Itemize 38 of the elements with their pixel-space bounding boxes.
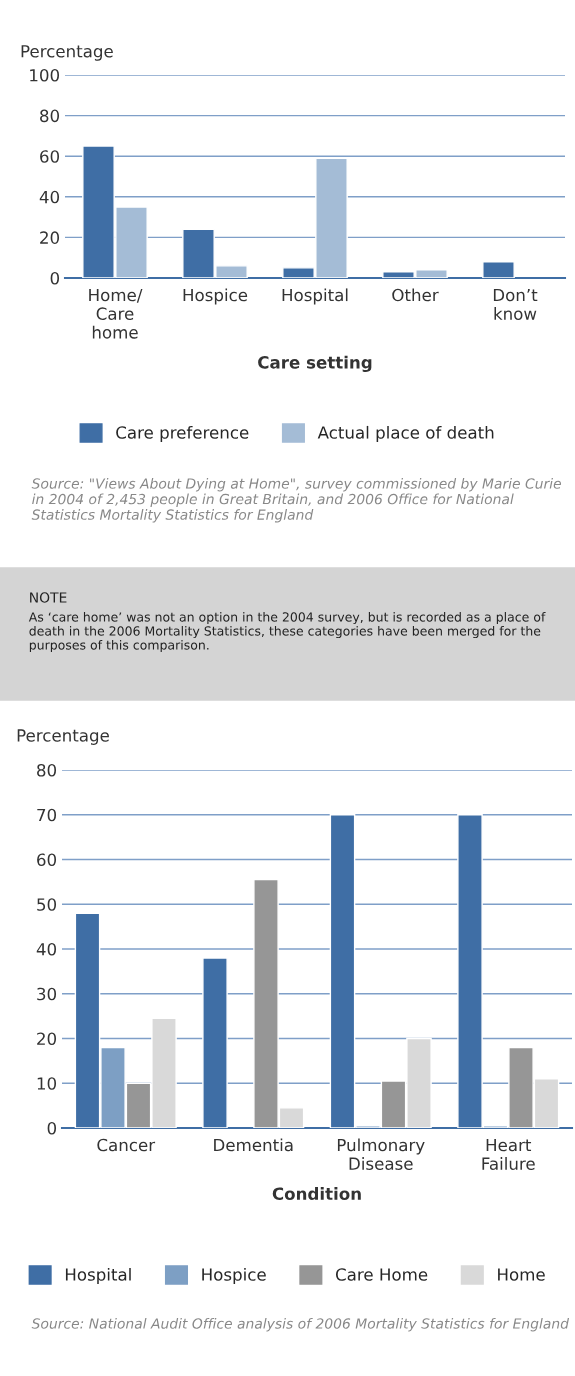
x-axis-title: Condition <box>272 1187 361 1200</box>
y-axis-title: Percentage <box>17 729 109 745</box>
y-tick-label: 60 <box>40 150 60 163</box>
y-tick-label: 10 <box>37 1077 57 1090</box>
y-tick-label: 0 <box>47 1121 57 1135</box>
y-tick-label: 70 <box>37 808 57 822</box>
text: As ‘care home’ was not an option in the 2004 survey, but is recorded as a place of death in the 2006 Mortality Statistics, these categories have been merged for the purposes of this comparison. <box>28 612 546 653</box>
y-tick-label: 30 <box>37 987 57 1001</box>
x-tick-label: Pulmonary Disease <box>337 1138 425 1170</box>
x-tick-label: Dementia <box>214 1138 293 1152</box>
x-tick-label: Hospice <box>183 288 248 305</box>
legend-label: Actual place of death <box>317 425 494 443</box>
legend-label: Hospital <box>65 1267 131 1285</box>
source-note: Source: "Views About Dying at Home", survey commissioned by Marie Curie in 2004 of 2,453 people in Great Britain, and 2006 Office for National Statistics Mortality Statistics for England <box>31 478 561 523</box>
x-tick-label: Heart Failure <box>482 1138 535 1170</box>
x-tick-label: Cancer <box>97 1138 156 1152</box>
legend-label: Care Home <box>335 1268 428 1281</box>
y-tick-label: 20 <box>37 1032 57 1046</box>
text: NOTE <box>30 592 67 603</box>
y-tick-label: 20 <box>40 231 60 244</box>
y-tick-label: 40 <box>36 942 57 956</box>
x-tick-label: Home/ Care home <box>89 288 143 339</box>
x-axis-title: Care setting <box>258 355 372 373</box>
legend-label: Hospice <box>202 1267 266 1285</box>
x-tick-label: Don’t know <box>493 288 538 320</box>
y-tick-label: 80 <box>37 763 57 777</box>
legend-label: Care preference <box>116 425 249 443</box>
y-tick-label: 40 <box>39 190 60 204</box>
y-tick-label: 0 <box>50 271 60 285</box>
source-note: Source: National Audit Office analysis of 2006 Mortality Statistics for England <box>31 1318 570 1332</box>
x-tick-label: Hospital <box>282 288 348 305</box>
y-tick-label: 60 <box>37 853 57 867</box>
y-tick-label: 80 <box>40 109 60 123</box>
y-tick-label: 50 <box>37 898 57 911</box>
y-tick-label: 100 <box>30 68 60 82</box>
legend-label: Home <box>498 1268 545 1281</box>
y-axis-title: Percentage <box>21 45 113 61</box>
x-tick-label: Other <box>392 288 439 302</box>
